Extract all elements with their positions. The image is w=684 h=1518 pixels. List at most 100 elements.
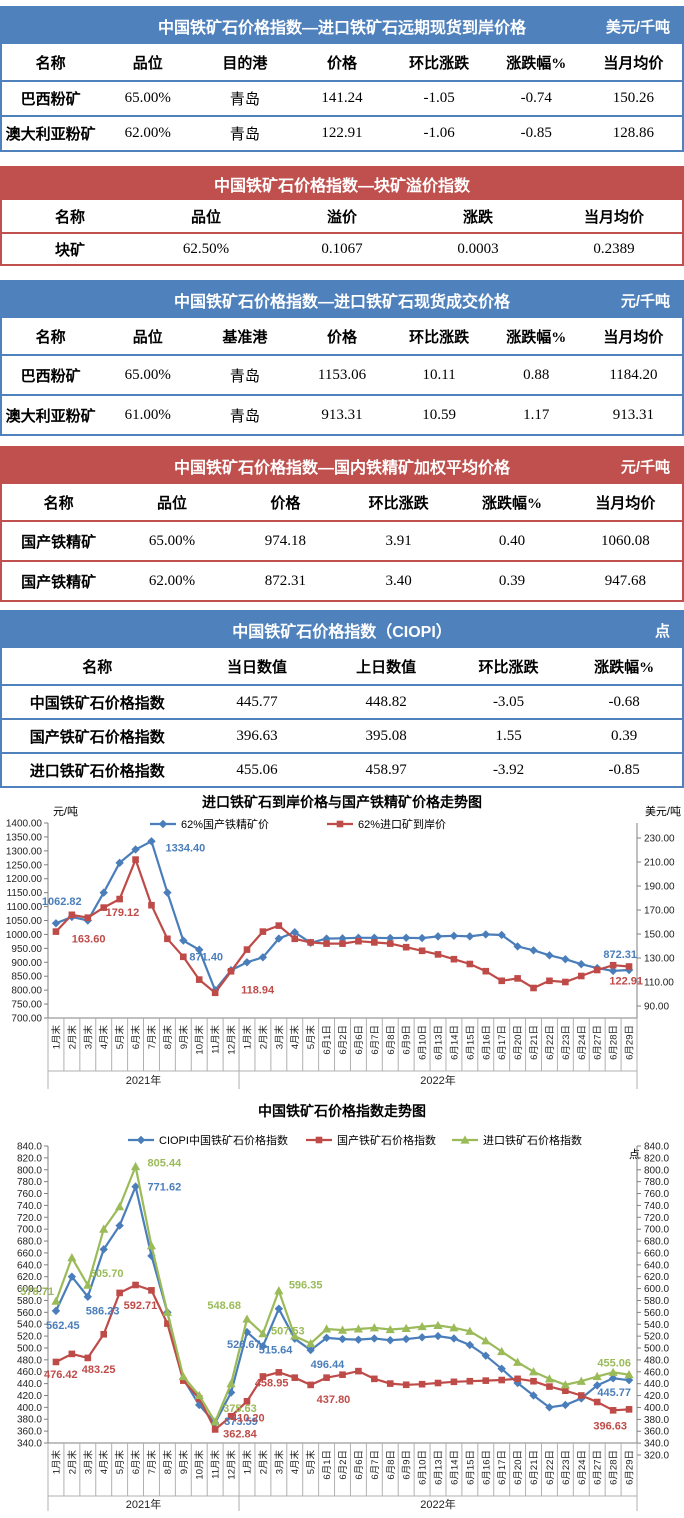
data-point <box>274 1304 284 1313</box>
data-point <box>433 932 443 941</box>
data-point <box>371 939 378 946</box>
table-unit: 点 <box>654 622 670 640</box>
data-point <box>132 856 139 863</box>
row-name-cell: 澳大利亚粉矿 <box>2 394 100 434</box>
x-axis-label: 5月末 <box>305 1025 317 1050</box>
data-point <box>158 819 168 829</box>
y-axis-tick: 320.0 <box>644 1451 669 1462</box>
y-axis-tick: 1000.00 <box>6 930 43 941</box>
data-point <box>434 1379 442 1387</box>
y-axis-tick: 680.0 <box>644 1237 669 1248</box>
table-lump-premium: 中国铁矿石价格指数—块矿溢价指数 名称 品位 溢价 涨跌 当月均价 块矿 62.50% 0.1… <box>0 166 684 266</box>
x-axis-label: 6月24日 <box>577 1025 588 1060</box>
y-axis-tick: 620.0 <box>644 1272 669 1283</box>
column-header: 基准港 <box>222 329 268 346</box>
data-point <box>136 1135 146 1145</box>
value-cell: 1.55 <box>450 718 567 753</box>
table-row: 巴西粉矿 65.00% 青岛 1153.06 10.11 0.88 1184.20 <box>2 354 682 395</box>
x-axis-label: 2月末 <box>66 1025 78 1050</box>
data-point <box>315 1136 323 1144</box>
y-axis-tick: 800.00 <box>11 986 42 997</box>
data-label: 592.71 <box>124 1300 158 1312</box>
column-header: 涨跌幅% <box>481 495 542 512</box>
x-axis-label: 12月末 <box>226 1450 238 1480</box>
x-axis-label: 6月20日 <box>513 1450 524 1485</box>
data-point <box>593 1381 602 1390</box>
y-axis-tick: 780.0 <box>644 1177 669 1188</box>
value-cell: 青岛 <box>196 354 294 395</box>
data-point <box>51 919 61 928</box>
column-header: 当月均价 <box>603 55 664 72</box>
series-line <box>55 839 630 993</box>
data-label: 373.59 <box>224 1416 258 1428</box>
data-point <box>211 989 219 997</box>
column-header: 价格 <box>326 55 357 72</box>
table-import-forward-cfr: 中国铁矿石价格指数—进口铁矿石远期现货到岸价格 美元/千吨 名称 品位 目的港 价格 环… <box>0 6 684 152</box>
y-axis-tick: 900.00 <box>11 958 42 969</box>
y-axis-tick: 740.0 <box>644 1201 669 1212</box>
data-label: 805.44 <box>148 1158 183 1170</box>
data-label: 163.60 <box>72 934 106 946</box>
table-grid: 名称 品位 基准港 价格 环比涨跌 涨跌幅% 当月均价 巴西粉矿 65.00% 青岛 1153.06… <box>2 318 682 434</box>
column-header: 当月均价 <box>603 329 664 346</box>
y-axis-tick: 210.00 <box>644 858 675 869</box>
data-point <box>401 1334 411 1344</box>
y-axis-tick: 400.0 <box>644 1403 669 1414</box>
y-axis-tick: 660.0 <box>644 1248 669 1259</box>
data-label: 586.23 <box>86 1306 120 1318</box>
x-axis-label: 6月8日 <box>386 1025 397 1055</box>
y-axis-tick: 480.0 <box>17 1355 42 1366</box>
data-point <box>194 1390 204 1400</box>
value-cell: -3.05 <box>450 684 567 719</box>
data-point <box>481 930 490 939</box>
data-point <box>449 1323 459 1332</box>
data-label: 437.80 <box>317 1394 351 1406</box>
y-axis-tick: 560.0 <box>17 1308 42 1319</box>
data-point <box>195 945 204 954</box>
data-point <box>562 978 569 986</box>
data-label: 179.12 <box>106 907 140 919</box>
x-axis-label: 6月28日 <box>609 1450 620 1485</box>
data-point <box>513 942 522 951</box>
data-label: 445.77 <box>597 1387 631 1399</box>
data-point <box>116 895 123 903</box>
x-axis-label: 6月17日 <box>497 1025 508 1060</box>
y-axis-tick: 380.0 <box>17 1415 42 1426</box>
series-进口铁矿石价格指数 <box>51 1161 634 1426</box>
year-label: 2021年 <box>126 1073 161 1087</box>
data-point <box>180 1377 187 1384</box>
data-label: 526.67 <box>227 1339 261 1351</box>
y-axis-tick: 760.0 <box>644 1189 669 1200</box>
x-axis-label: 3月末 <box>273 1450 285 1475</box>
table-import-spot-deal: 中国铁矿石价格指数—进口铁矿石现货成交价格 元/千吨 名称 品位 基准港 价格 环比涨跌… <box>0 280 684 436</box>
data-label: 562.45 <box>46 1320 80 1332</box>
data-point <box>354 1335 363 1344</box>
table-grid: 名称 品位 价格 环比涨跌 涨跌幅% 当月均价 国产铁精矿 65.00% 974.18 3.91 0… <box>2 484 682 600</box>
value-cell: 61.00% <box>99 394 197 434</box>
column-header: 名称 <box>43 495 74 512</box>
x-axis-label: 6月22日 <box>545 1025 556 1060</box>
data-label: 872.31 <box>603 949 637 961</box>
column-header: 价格 <box>326 329 357 346</box>
data-point <box>178 1371 188 1381</box>
data-point <box>417 1321 427 1331</box>
y-axis-tick: 420.0 <box>17 1391 42 1402</box>
value-cell: -0.85 <box>566 752 682 786</box>
data-point <box>52 928 60 935</box>
data-point <box>259 1373 267 1380</box>
x-axis-label: 6月6日 <box>354 1025 365 1055</box>
y-axis-tick: 700.0 <box>17 1225 42 1236</box>
data-point <box>546 977 553 985</box>
value-cell: 0.39 <box>566 718 682 753</box>
value-cell: 913.31 <box>293 394 391 434</box>
x-axis-label: 6月20日 <box>513 1025 524 1060</box>
series-62%进口矿到岸价 <box>52 856 633 997</box>
data-point <box>530 984 537 992</box>
y-axis-tick: 700.0 <box>644 1225 669 1236</box>
column-header: 环比涨跌 <box>368 495 429 512</box>
table-row: 国产铁精矿 62.00% 872.31 3.40 0.39 947.68 <box>2 560 682 600</box>
data-point <box>401 933 411 942</box>
legend-label: 62%国产铁精矿价 <box>181 817 269 831</box>
data-point <box>624 1370 634 1379</box>
data-point <box>401 1323 411 1332</box>
